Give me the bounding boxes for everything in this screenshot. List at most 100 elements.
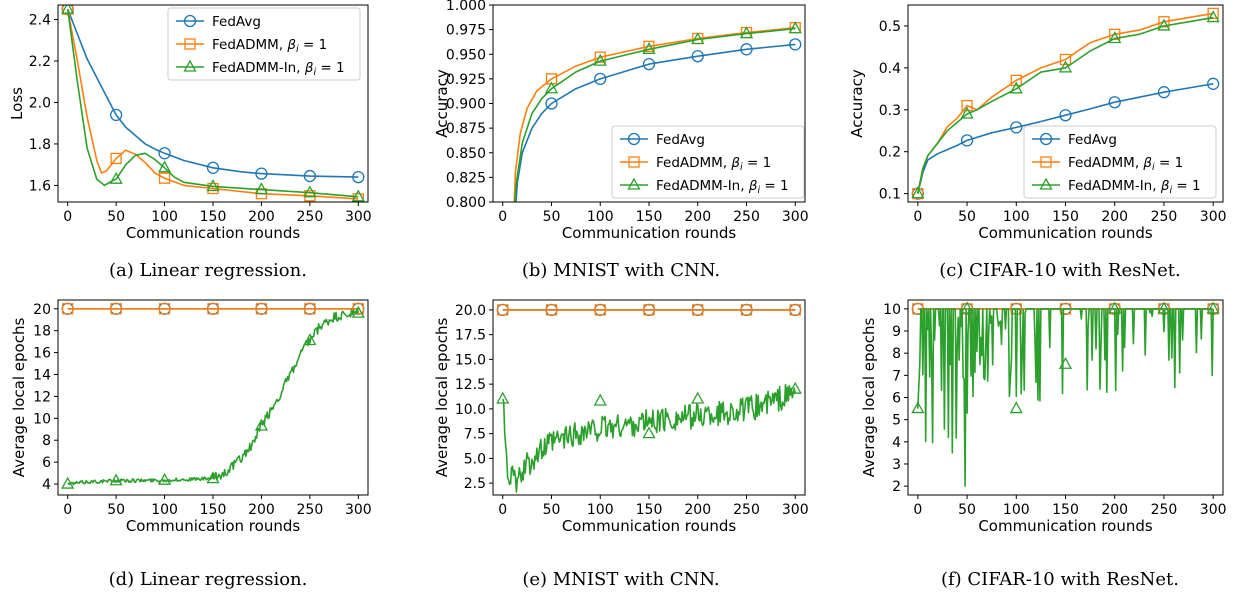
data-point [1108,31,1122,44]
chart-panel: 0 50 100 150 200 250 300 2 3 4 5 6 7 8 9 10 Communicatio… [860,299,1227,590]
data-point [960,301,974,314]
legend-label: FedADMM, βi = 1 [1068,155,1183,173]
data-point [594,51,606,63]
y-tick-label: 6 [42,455,51,471]
data-point [911,186,925,199]
data-point [594,304,606,316]
legend-label: FedADMM, βi = 1 [212,37,327,55]
data-point [740,43,753,56]
x-axis-label: Communication rounds [978,224,1153,242]
y-tick-label: 0.3 [879,103,901,119]
data-point [304,303,316,315]
y-tick-label: 0.800 [446,195,486,211]
y-tick-label: 0.900 [446,97,486,113]
data-point [110,152,122,165]
x-tick-label: 250 [733,209,760,225]
y-tick-label: 10 [33,411,51,427]
data-point [1157,18,1171,31]
data-point [1009,401,1023,414]
y-tick-label: 0.4 [879,61,901,77]
y-tick-label: 5.0 [464,451,486,467]
data-point [1206,10,1220,23]
y-tick-label: 12.5 [455,377,486,393]
data-point [643,40,655,53]
y-axis-label: Loss [8,87,26,120]
x-axis-label: Communication rounds [126,517,301,535]
data-point [544,81,559,94]
legend-marker [1040,156,1052,168]
chart-panel: 0 50 100 150 200 250 300 0.800 0.825 0.850 0.875 0.… [433,0,809,281]
y-tick-label: 6 [892,391,901,407]
data-point [62,303,74,315]
data-point [789,304,801,316]
x-tick-label: 200 [248,209,275,225]
data-point [207,303,219,315]
x-tick-label: 0 [63,209,72,225]
x-tick-label: 200 [684,209,711,225]
series-line [515,43,796,202]
x-tick-label: 100 [151,502,178,518]
data-point [1206,301,1220,314]
data-point [642,426,656,439]
y-tick-label: 10 [883,302,901,318]
legend-marker [183,59,197,72]
data-point [1157,301,1171,314]
y-tick-label: 1.8 [29,137,51,153]
x-tick-label: 150 [636,502,663,518]
data-point [497,304,509,316]
plot-area [496,303,802,493]
data-point [255,167,268,180]
x-tick-label: 150 [200,209,227,225]
series-line [66,8,359,198]
data-point [593,53,607,66]
x-tick-label: 200 [1101,209,1128,225]
y-tick-label: 7 [892,368,901,384]
y-tick-label: 9 [892,324,901,340]
series-line [66,8,359,200]
y-tick-label: 0.2 [879,145,901,161]
y-tick-label: 2.0 [29,95,51,111]
x-tick-label: 150 [1052,209,1079,225]
data-point [642,57,656,71]
legend-marker [1039,177,1053,190]
x-axis-label: Communication rounds [978,517,1153,535]
plot-area [911,7,1220,200]
y-tick-label: 18 [33,324,51,340]
legend-marker [628,156,640,168]
data-point [691,32,705,45]
data-point [789,38,802,51]
data-point [1058,356,1073,369]
data-point [912,303,924,315]
data-point [740,304,753,316]
data-point [961,99,973,112]
data-point [254,182,269,195]
data-point [303,185,317,198]
legend-label: FedAvg [656,132,705,148]
x-tick-label: 50 [107,209,125,225]
y-axis-label: Accuracy [433,69,451,138]
data-point [158,303,171,315]
x-tick-label: 300 [345,209,372,225]
x-tick-label: 50 [958,502,976,518]
y-tick-label: 0.5 [879,19,901,35]
data-point [911,401,925,414]
data-point [1059,53,1072,66]
y-tick-label: 2.5 [464,476,486,492]
x-tick-label: 300 [1200,209,1227,225]
x-tick-label: 0 [913,209,922,225]
data-point [206,471,220,484]
y-tick-label: 8 [892,346,901,362]
chart-panel: 0 50 100 150 200 250 300 1.6 1.8 2.0 2.2 2.4 Communi… [8,4,372,281]
legend: FedAvg FedADMM, βi = 1 FedADMM-In, βi = 1 [167,7,361,81]
legend-marker [627,132,641,146]
y-tick-label: 2 [892,479,901,495]
x-tick-label: 250 [297,209,324,225]
x-tick-label: 200 [1101,502,1128,518]
plot-area [513,21,802,202]
x-axis-label: Communication rounds [562,517,737,535]
y-tick-label: 1.6 [29,178,51,194]
x-tick-label: 100 [587,502,614,518]
data-point [157,160,172,173]
x-tick-label: 200 [684,502,711,518]
